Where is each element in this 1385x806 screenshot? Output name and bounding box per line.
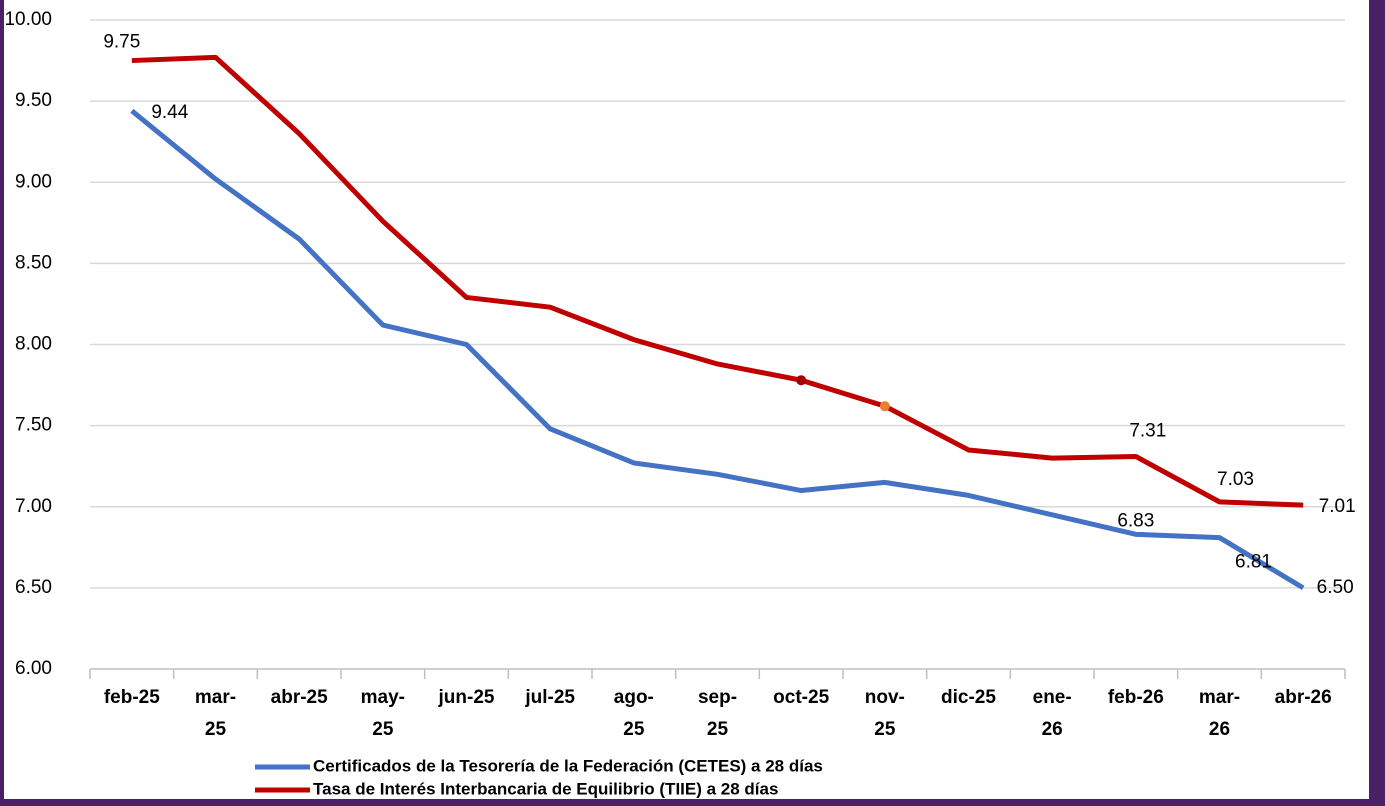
data-label: 7.01 <box>1319 496 1356 517</box>
y-tick-label: 8.00 <box>15 334 52 355</box>
point-marker <box>796 375 807 386</box>
y-tick-label: 7.50 <box>15 415 52 436</box>
x-tick-label: mar-26 <box>1199 687 1240 740</box>
x-tick-label: dic-25 <box>941 687 996 708</box>
x-tick-label: jun-25 <box>438 687 495 708</box>
data-label: 9.44 <box>151 102 188 123</box>
chart-background <box>4 0 1369 799</box>
x-tick-label: ene-26 <box>1033 687 1072 740</box>
data-label: 6.83 <box>1117 510 1154 531</box>
y-tick-label: 9.00 <box>15 171 52 192</box>
x-tick-label: nov-25 <box>865 687 905 740</box>
x-tick-label: oct-25 <box>773 687 829 708</box>
data-label: 7.31 <box>1129 420 1166 441</box>
x-tick-label: abr-26 <box>1275 687 1332 708</box>
data-label: 9.75 <box>103 32 140 53</box>
x-tick-label: sep-25 <box>698 687 737 740</box>
data-label: 6.81 <box>1235 552 1272 573</box>
x-tick-label: ago-25 <box>614 687 654 740</box>
point-marker <box>879 401 890 412</box>
series-line <box>131 54 1304 508</box>
x-tick-label: may-25 <box>361 687 405 740</box>
x-tick-label: jul-25 <box>524 687 575 708</box>
legend-label: Certificados de la Tesorería de la Feder… <box>313 756 823 775</box>
y-tick-label: 6.00 <box>15 658 52 679</box>
y-tick-label: 6.50 <box>15 577 52 598</box>
y-tick-label: 7.00 <box>15 496 52 517</box>
x-tick-label: abr-25 <box>271 687 328 708</box>
x-tick-label: feb-25 <box>104 687 160 708</box>
data-label: 6.50 <box>1317 577 1354 598</box>
legend-label: Tasa de Interés Interbancaria de Equilib… <box>313 779 778 798</box>
y-tick-label: 8.50 <box>15 252 52 273</box>
y-tick-label: 9.50 <box>15 90 52 111</box>
x-tick-label: mar-25 <box>195 687 236 740</box>
y-tick-label: 10.00 <box>4 9 52 30</box>
data-label: 7.03 <box>1217 469 1254 490</box>
x-tick-label: feb-26 <box>1108 687 1164 708</box>
series-line <box>130 108 1305 591</box>
